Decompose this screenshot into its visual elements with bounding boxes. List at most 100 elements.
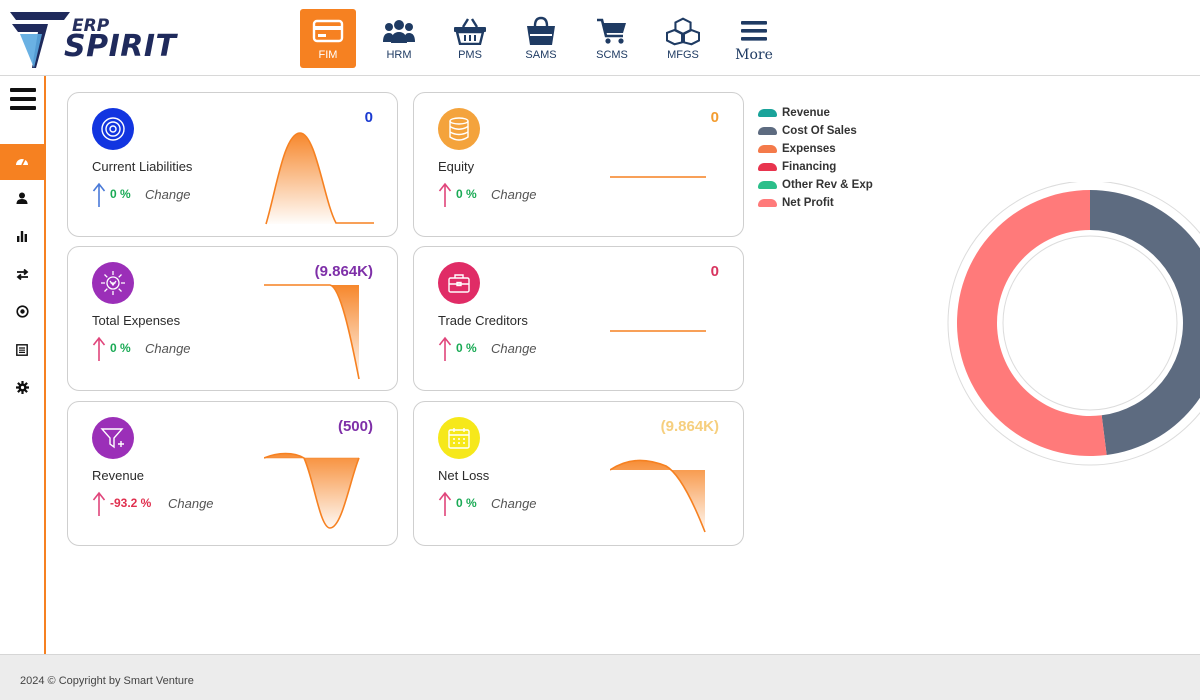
legend-label: Other Rev & Exp [782, 179, 873, 191]
card-value: 0 [364, 109, 373, 126]
erp-spirit-logo[interactable]: ERP SPIRIT [8, 10, 188, 72]
legend-item-net-profit[interactable]: Net Profit [758, 194, 873, 212]
cart-icon [595, 15, 629, 47]
module-fim[interactable]: FIM [300, 9, 356, 68]
hamburger-menu-icon[interactable] [10, 88, 36, 114]
card-total-expenses[interactable]: (9.864K) Total Expenses 0 % Change [67, 246, 398, 391]
legend-label: Cost Of Sales [782, 125, 857, 137]
legend-item-revenue[interactable]: Revenue [758, 104, 873, 122]
module-pms[interactable]: PMS [442, 9, 498, 68]
card-percent-change: 0 % [456, 187, 477, 201]
legend-label: Financing [782, 161, 837, 173]
module-label: FIM [318, 49, 338, 61]
card-title: Net Loss [438, 468, 490, 483]
card-percent-change: 0 % [110, 187, 131, 201]
logo-erp-text: ERP [72, 16, 110, 36]
card-change-label: Change [491, 187, 537, 202]
module-label: HRM [386, 49, 412, 61]
card-percent-change: -93.2 % [110, 496, 152, 510]
legend-label: Net Profit [782, 197, 834, 209]
card-net-loss[interactable]: (9.864K) Net Loss 0 % Change [413, 401, 744, 546]
card-equity[interactable]: 0 Equity 0 % Change [413, 92, 744, 237]
card-change-label: Change [168, 496, 214, 511]
card-current-liabilities[interactable]: 0 Current Liabilities 0 % Change [67, 92, 398, 237]
legend-swatch [758, 163, 777, 171]
legend-item-other-rev-exp[interactable]: Other Rev & Exp [758, 176, 873, 194]
sidebar-item-settings[interactable] [0, 372, 44, 408]
footer: 2024 © Copyright by Smart Venture [0, 654, 1200, 700]
module-nav: FIM HRM PMS SAMS SCMS [300, 9, 797, 69]
module-more[interactable]: More [726, 9, 782, 68]
module-label: SCMS [596, 49, 628, 61]
module-label: More [735, 47, 773, 63]
logo-mark-icon [10, 12, 70, 68]
legend-swatch [758, 109, 777, 117]
transfer-icon [16, 267, 29, 285]
module-mfgs[interactable]: MFGS [655, 9, 711, 68]
sparkline-chart [264, 452, 360, 529]
bar-chart-icon [16, 229, 28, 247]
sidebar-item-user[interactable] [0, 182, 44, 218]
shopping-bag-icon [524, 15, 558, 47]
arrow-up-icon [92, 491, 106, 516]
card-value: 0 [710, 263, 719, 280]
calendar-icon [438, 417, 480, 459]
arrow-up-icon [438, 336, 452, 361]
module-sams[interactable]: SAMS [513, 9, 569, 68]
card-value: (9.864K) [660, 418, 719, 435]
funnel-icon [92, 417, 134, 459]
gear-icon [15, 381, 29, 399]
card-trade-creditors[interactable]: 0 Trade Creditors 0 % Change [413, 246, 744, 391]
card-change-label: Change [491, 341, 537, 356]
chart-legend: Revenue Cost Of Sales Expenses Financing… [758, 104, 873, 212]
sidebar-item-reports[interactable] [0, 220, 44, 256]
card-value: (500) [337, 418, 373, 435]
module-scms[interactable]: SCMS [584, 9, 640, 68]
legend-label: Revenue [782, 107, 830, 119]
donut-slice-cost-of-sales[interactable] [1090, 190, 1200, 455]
sparkline-chart [264, 284, 360, 380]
donut-chart [947, 182, 1200, 466]
list-icon [16, 343, 28, 361]
card-revenue[interactable]: (500) Revenue -93.2 % Change [67, 401, 398, 546]
sidebar-item-target[interactable] [0, 296, 44, 332]
arrow-up-icon [438, 182, 452, 207]
module-label: SAMS [525, 49, 557, 61]
module-label: PMS [458, 49, 482, 61]
toolbox-icon [438, 262, 480, 304]
module-hrm[interactable]: HRM [371, 9, 427, 68]
sidebar [0, 76, 46, 654]
users-icon [382, 15, 416, 47]
card-percent-change: 0 % [456, 496, 477, 510]
card-percent-change: 0 % [110, 341, 131, 355]
legend-swatch [758, 145, 777, 153]
card-change-label: Change [145, 187, 191, 202]
legend-swatch [758, 181, 777, 189]
legend-item-financing[interactable]: Financing [758, 158, 873, 176]
module-label: MFGS [667, 49, 699, 61]
sparkline-chart [610, 330, 706, 332]
database-icon [438, 108, 480, 150]
copyright-text: 2024 © Copyright by Smart Venture [20, 675, 194, 687]
card-title: Trade Creditors [438, 313, 528, 328]
logo-spirit-text: SPIRIT [64, 29, 177, 64]
card-change-label: Change [145, 341, 191, 356]
sparkline-chart [610, 459, 706, 533]
donut-slice-net-profit[interactable] [957, 190, 1107, 456]
gear-money-icon [92, 262, 134, 304]
sidebar-item-dashboard[interactable] [0, 144, 44, 180]
menu-icon [737, 15, 771, 47]
target-icon [15, 305, 29, 323]
top-header: ERP SPIRIT FIM HRM PMS SAMS [0, 0, 1200, 76]
legend-item-expenses[interactable]: Expenses [758, 140, 873, 158]
sidebar-item-list[interactable] [0, 334, 44, 370]
basket-icon [453, 15, 487, 47]
dashboard-icon [15, 153, 29, 171]
legend-item-cost-of-sales[interactable]: Cost Of Sales [758, 122, 873, 140]
legend-label: Expenses [782, 143, 836, 155]
card-title: Total Expenses [92, 313, 181, 328]
sidebar-item-transfer[interactable] [0, 258, 44, 294]
card-value: (9.864K) [314, 263, 373, 280]
arrow-up-icon [438, 491, 452, 516]
arrow-up-icon [92, 182, 106, 207]
